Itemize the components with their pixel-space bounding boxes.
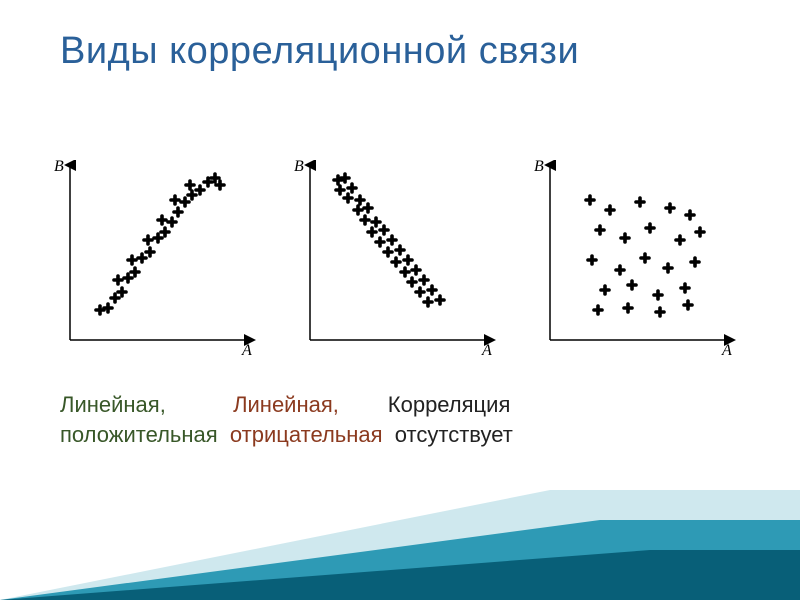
captions: Линейная, Линейная, Корреляция положител… [60,390,513,449]
caption-negative-2: отрицательная [230,422,383,447]
x-axis-label: A [242,342,252,360]
y-axis-label: B [534,158,544,176]
caption-positive-2: положительная [60,422,218,447]
y-axis-label: B [294,158,304,176]
caption-none-1: Корреляция [388,392,511,417]
scatter-points-negative [334,174,444,306]
x-axis-label: A [722,342,732,360]
caption-none-2: отсутствует [395,422,513,447]
chart-negative-svg [290,160,500,355]
caption-line2: положительная отрицательная отсутствует [60,420,513,450]
scatter-points-positive [96,174,224,314]
caption-positive-1: Линейная, [60,392,166,417]
x-axis-label: A [482,342,492,360]
y-axis-label: B [54,158,64,176]
corner-decor [0,490,800,600]
page-title: Виды корреляционной связи [60,30,740,73]
chart-positive-svg [50,160,260,355]
chart-none-svg [530,160,740,355]
chart-positive: B A [50,160,260,360]
chart-none: B A [530,160,740,360]
charts-row: B A B A [50,160,740,360]
caption-line1: Линейная, Линейная, Корреляция [60,390,513,420]
scatter-points-none [586,196,704,316]
caption-negative-1: Линейная, [233,392,339,417]
slide: Виды корреляционной связи B A [0,0,800,600]
chart-negative: B A [290,160,500,360]
